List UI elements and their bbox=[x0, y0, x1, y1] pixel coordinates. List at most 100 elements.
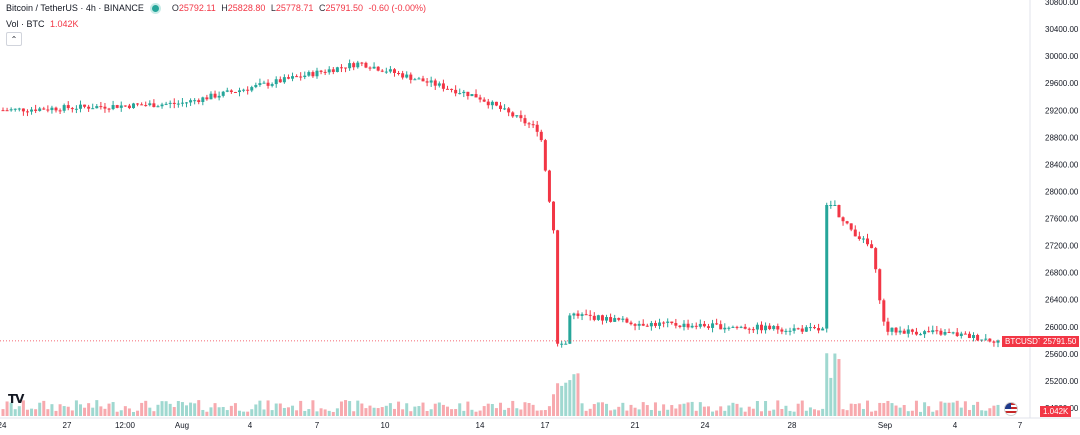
candle-body[interactable] bbox=[87, 106, 91, 109]
volume-bar[interactable] bbox=[136, 410, 140, 416]
candle-body[interactable] bbox=[323, 71, 327, 73]
candle-body[interactable] bbox=[30, 109, 34, 112]
candle-body[interactable] bbox=[817, 328, 821, 331]
volume-bar[interactable] bbox=[397, 401, 401, 416]
candle-body[interactable] bbox=[837, 205, 841, 218]
candle-body[interactable] bbox=[70, 108, 74, 110]
volume-bar[interactable] bbox=[747, 406, 751, 416]
volume-bar[interactable] bbox=[788, 410, 792, 416]
candle-body[interactable] bbox=[792, 328, 796, 331]
candle-body[interactable] bbox=[34, 109, 38, 111]
candle-body[interactable] bbox=[572, 313, 576, 316]
y-tick-label[interactable]: 27200.00 bbox=[1045, 242, 1079, 251]
y-tick-label[interactable]: 28800.00 bbox=[1045, 133, 1079, 142]
candle-body[interactable] bbox=[939, 330, 943, 335]
x-tick-label[interactable]: Aug bbox=[175, 421, 189, 430]
volume-bar[interactable] bbox=[221, 406, 225, 416]
candle-body[interactable] bbox=[600, 315, 604, 321]
volume-bar[interactable] bbox=[764, 401, 768, 416]
volume-bar[interactable] bbox=[723, 410, 727, 416]
candle-body[interactable] bbox=[368, 67, 372, 69]
volume-bar[interactable] bbox=[450, 409, 454, 416]
candle-body[interactable] bbox=[242, 89, 246, 91]
symbol-title[interactable]: Bitcoin / TetherUS · 4h · BINANCE bbox=[6, 3, 144, 13]
x-tick-label[interactable]: 7 bbox=[315, 421, 320, 430]
candle-body[interactable] bbox=[433, 80, 437, 86]
volume-bar[interactable] bbox=[947, 402, 951, 416]
candle-body[interactable] bbox=[527, 123, 531, 125]
x-tick-label[interactable]: 7 bbox=[1018, 421, 1023, 430]
candle-body[interactable] bbox=[625, 318, 629, 323]
volume-bar[interactable] bbox=[437, 402, 441, 416]
volume-bar[interactable] bbox=[515, 408, 519, 416]
volume-bar[interactable] bbox=[984, 410, 988, 416]
candle-body[interactable] bbox=[588, 314, 592, 316]
volume-bar[interactable] bbox=[364, 408, 368, 416]
collapse-legend-button[interactable]: ⌃ bbox=[6, 32, 22, 46]
volume-bar[interactable] bbox=[9, 402, 13, 416]
volume-bar[interactable] bbox=[527, 402, 531, 416]
volume-bar[interactable] bbox=[804, 410, 808, 416]
candle-body[interactable] bbox=[164, 103, 168, 105]
volume-bar[interactable] bbox=[164, 401, 168, 416]
volume-bar[interactable] bbox=[666, 409, 670, 416]
volume-bar[interactable] bbox=[466, 401, 470, 416]
candle-body[interactable] bbox=[808, 327, 812, 329]
volume-bar[interactable] bbox=[866, 400, 870, 416]
candle-body[interactable] bbox=[66, 105, 70, 109]
candle-body[interactable] bbox=[523, 118, 527, 124]
candle-body[interactable] bbox=[372, 66, 376, 69]
volume-bar[interactable] bbox=[792, 411, 796, 416]
volume-bar[interactable] bbox=[238, 410, 242, 416]
volume-bar[interactable] bbox=[119, 410, 123, 416]
volume-bar[interactable] bbox=[486, 403, 490, 416]
candle-body[interactable] bbox=[348, 63, 352, 69]
candle-body[interactable] bbox=[914, 331, 918, 335]
volume-bar[interactable] bbox=[197, 400, 201, 416]
volume-bar[interactable] bbox=[784, 405, 788, 416]
candle-body[interactable] bbox=[547, 170, 551, 202]
candle-body[interactable] bbox=[392, 69, 396, 73]
volume-bar[interactable] bbox=[246, 411, 250, 416]
candle-body[interactable] bbox=[739, 326, 743, 328]
candle-body[interactable] bbox=[458, 93, 462, 95]
candle-body[interactable] bbox=[951, 332, 955, 334]
candle-body[interactable] bbox=[13, 108, 17, 110]
candle-body[interactable] bbox=[735, 326, 739, 328]
candle-body[interactable] bbox=[629, 322, 633, 325]
candle-body[interactable] bbox=[931, 330, 935, 333]
volume-bar[interactable] bbox=[131, 411, 135, 416]
volume-bar[interactable] bbox=[156, 404, 160, 416]
volume-bar[interactable] bbox=[266, 400, 270, 416]
candle-body[interactable] bbox=[376, 66, 380, 71]
candle-body[interactable] bbox=[637, 323, 641, 326]
candle-body[interactable] bbox=[364, 62, 368, 68]
volume-bar[interactable] bbox=[441, 404, 445, 416]
candle-body[interactable] bbox=[972, 335, 976, 339]
volume-bar[interactable] bbox=[225, 410, 229, 416]
y-tick-label[interactable]: 25600.00 bbox=[1045, 350, 1079, 359]
candle-body[interactable] bbox=[339, 67, 343, 69]
candle-body[interactable] bbox=[152, 103, 156, 108]
volume-bar[interactable] bbox=[519, 409, 523, 416]
volume-bar[interactable] bbox=[205, 411, 209, 416]
candle-body[interactable] bbox=[984, 338, 988, 340]
candle-body[interactable] bbox=[83, 104, 87, 107]
candle-body[interactable] bbox=[682, 323, 686, 327]
x-tick-label[interactable]: 4 bbox=[953, 421, 958, 430]
candle-body[interactable] bbox=[225, 90, 229, 92]
volume-bar[interactable] bbox=[523, 402, 527, 416]
candle-body[interactable] bbox=[719, 324, 723, 330]
x-tick-label[interactable]: 28 bbox=[788, 421, 797, 430]
candle-body[interactable] bbox=[560, 343, 564, 345]
volume-bar[interactable] bbox=[454, 409, 458, 416]
volume-bar[interactable] bbox=[229, 405, 233, 416]
candle-body[interactable] bbox=[861, 238, 865, 240]
candle-body[interactable] bbox=[282, 77, 286, 83]
candle-body[interactable] bbox=[751, 329, 755, 331]
volume-bar[interactable] bbox=[690, 401, 694, 416]
volume-bar[interactable] bbox=[172, 407, 176, 416]
volume-bar[interactable] bbox=[605, 403, 609, 416]
volume-bar[interactable] bbox=[193, 403, 197, 416]
